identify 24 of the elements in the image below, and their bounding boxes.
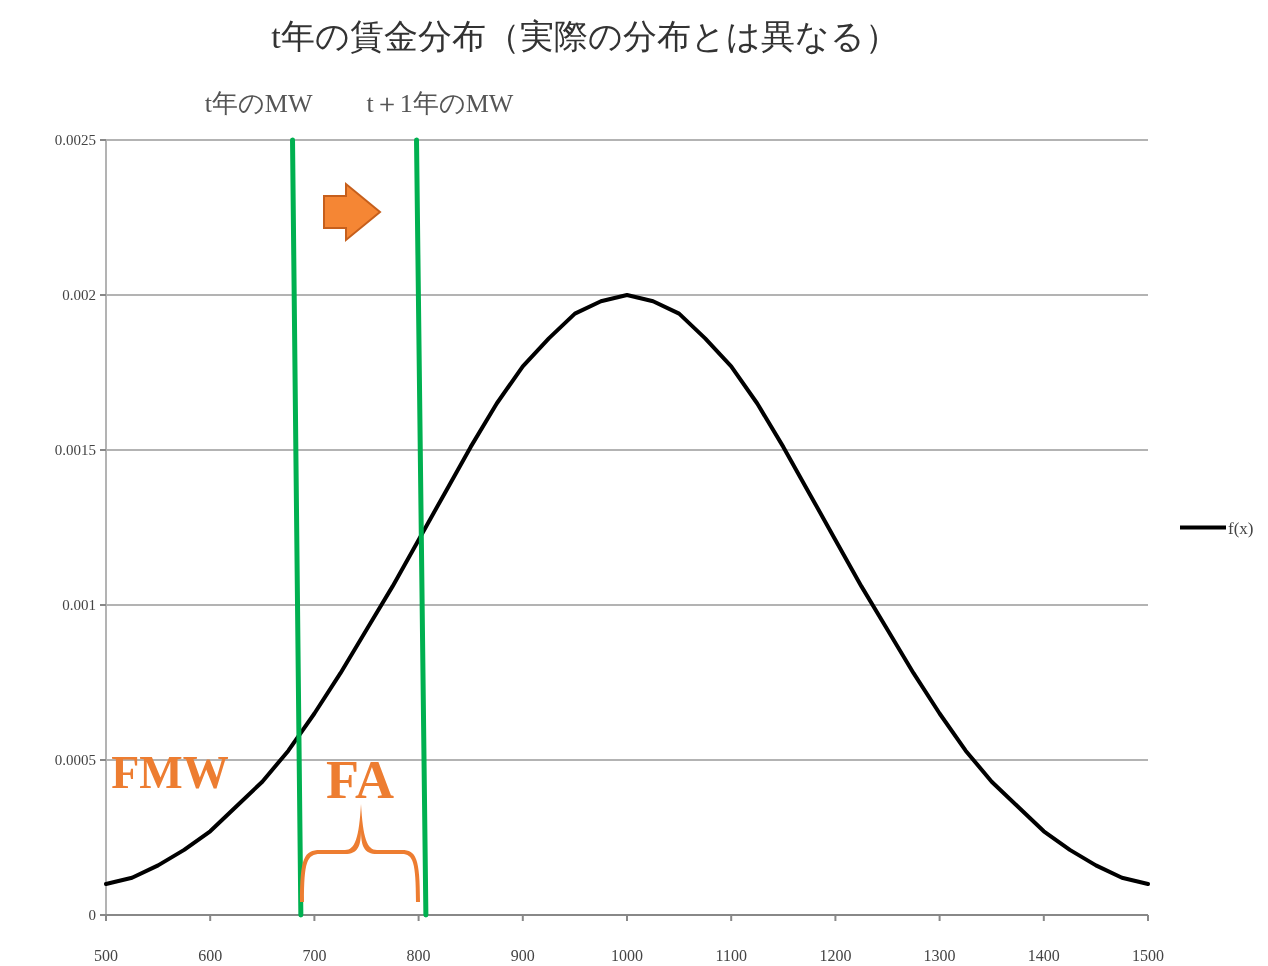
y-tick-label: 0.001 [62, 597, 96, 613]
x-tick-label: 700 [302, 947, 327, 964]
annotation: FMW [111, 747, 229, 798]
line-series [104, 293, 1150, 886]
y-tick-label: 0.0025 [54, 132, 96, 148]
x-tick-label: 1200 [819, 947, 852, 964]
annotation: FA [326, 750, 394, 810]
x-tick-label: 1500 [1132, 947, 1164, 964]
x-tick-label: 1400 [1027, 947, 1060, 964]
chart-title: t年の賃金分布（実際の分布とは異なる） [271, 18, 899, 55]
x-tick-label: 500 [94, 947, 118, 964]
x-tick-label: 1100 [715, 947, 747, 964]
legend-label: f(x) [1228, 518, 1254, 538]
annotation: t年のMW [204, 89, 313, 118]
x-tick-label: 600 [198, 947, 223, 964]
x-tick-label: 1000 [611, 947, 643, 964]
annotation: t＋1年のMW [366, 89, 514, 118]
y-tick-label: 0.002 [62, 287, 96, 303]
x-tick-label: 1300 [923, 947, 956, 964]
x-tick-label: 800 [406, 947, 431, 964]
y-tick-label: 0.0005 [54, 752, 96, 768]
x-tick-label: 900 [510, 947, 535, 964]
y-tick-label: 0.0015 [54, 442, 96, 458]
y-tick-label: 0 [88, 907, 96, 923]
